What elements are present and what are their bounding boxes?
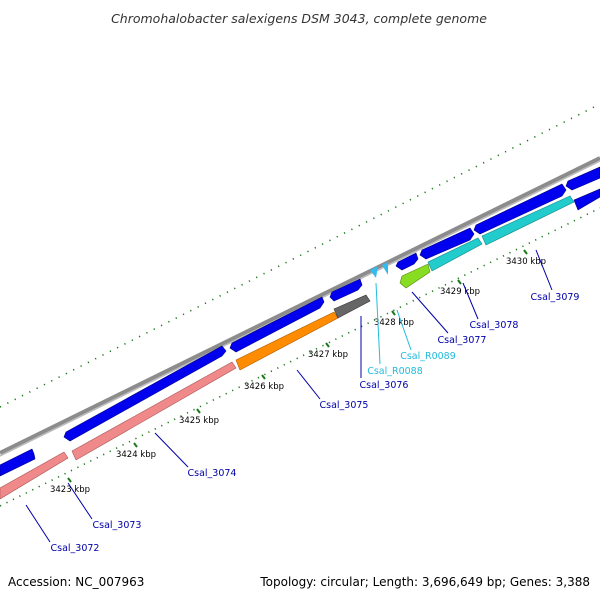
- genome-summary: Topology: circular; Length: 3,696,649 bp…: [259, 575, 590, 589]
- kbp-tick-label: 3428 kbp: [374, 318, 414, 328]
- gene-label[interactable]: Csal_3073: [93, 520, 142, 531]
- label-leader-line: [462, 282, 479, 320]
- gene-feature: [427, 237, 483, 272]
- gene-labels: Csal_3072 Csal_3073 Csal_3074 Csal_3075 Csal…: [25, 249, 580, 554]
- label-leader-line: [296, 369, 321, 400]
- label-leader-line: [396, 309, 412, 351]
- label-leader-line: [154, 432, 189, 468]
- gene-feature: [63, 345, 227, 442]
- gene-feature: [473, 183, 567, 235]
- kbp-tick: [325, 342, 330, 348]
- gene-label[interactable]: Csal_3076: [360, 380, 409, 391]
- map-title: Chromohalobacter salexigens DSM 3043, co…: [111, 11, 487, 26]
- gene-feature: [573, 188, 600, 211]
- rna-arrow: [370, 266, 378, 278]
- gene-feature: [229, 296, 325, 353]
- kbp-tick: [523, 249, 528, 255]
- gene-feature: [333, 294, 371, 319]
- kbp-tick: [391, 310, 396, 316]
- kbp-tick-label: 3430 kbp: [506, 257, 546, 267]
- kbp-tick: [67, 477, 72, 483]
- gene-label[interactable]: Csal_3078: [470, 320, 519, 331]
- inner-tick-ring: [0, 207, 600, 507]
- label-leader-line: [535, 249, 553, 291]
- label-leader-line: [25, 504, 51, 543]
- kbp-tick-label: 3429 kbp: [440, 287, 480, 297]
- gene-label[interactable]: Csal_R0089: [400, 351, 456, 362]
- gene-feature: [395, 252, 419, 271]
- kbp-tick-label: 3426 kbp: [244, 382, 284, 392]
- gene-feature: [0, 448, 36, 477]
- gene-label[interactable]: Csal_3072: [51, 543, 100, 554]
- gene-feature: [565, 166, 600, 191]
- gene-feature: [71, 361, 237, 461]
- outer-tick-ring: [0, 103, 600, 408]
- gene-label[interactable]: Csal_R0088: [367, 366, 423, 377]
- gene-feature: [481, 195, 575, 246]
- gene-label[interactable]: Csal_3074: [188, 468, 237, 479]
- backbone: [0, 156, 600, 457]
- kbp-tick-label: 3425 kbp: [179, 416, 219, 426]
- kbp-tick: [261, 374, 266, 380]
- label-leader-line: [67, 482, 93, 520]
- rna-features: [370, 262, 388, 278]
- kbp-tick: [196, 408, 201, 414]
- accession-label: Accession: NC_007963: [8, 575, 144, 589]
- kbp-scale: 3423 kbp 3424 kbp 3425 kbp 3426 kbp 3427 kbp…: [50, 249, 546, 495]
- gene-feature: [329, 278, 363, 302]
- gene-label[interactable]: Csal_3075: [320, 400, 369, 411]
- kbp-tick-label: 3424 kbp: [116, 450, 156, 460]
- kbp-tick: [133, 442, 138, 448]
- gene-label[interactable]: Csal_3079: [531, 292, 580, 303]
- rna-arrow: [382, 262, 388, 275]
- gene-label[interactable]: Csal_3077: [438, 335, 487, 346]
- gene-feature: [399, 263, 431, 289]
- kbp-tick: [457, 279, 462, 285]
- gene-feature: [419, 227, 475, 260]
- gene-feature: [0, 451, 69, 500]
- kbp-tick-label: 3427 kbp: [308, 350, 348, 360]
- reverse-feature-track: [0, 188, 600, 500]
- kbp-tick-label: 3423 kbp: [50, 485, 90, 495]
- label-leader-line: [411, 291, 449, 334]
- label-leader-line: [375, 282, 381, 365]
- forward-cds-track: [0, 166, 600, 477]
